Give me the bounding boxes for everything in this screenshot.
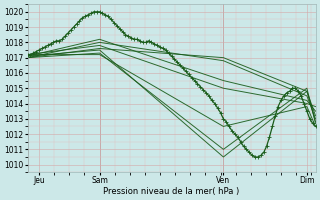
X-axis label: Pression niveau de la mer( hPa ): Pression niveau de la mer( hPa )	[103, 187, 240, 196]
